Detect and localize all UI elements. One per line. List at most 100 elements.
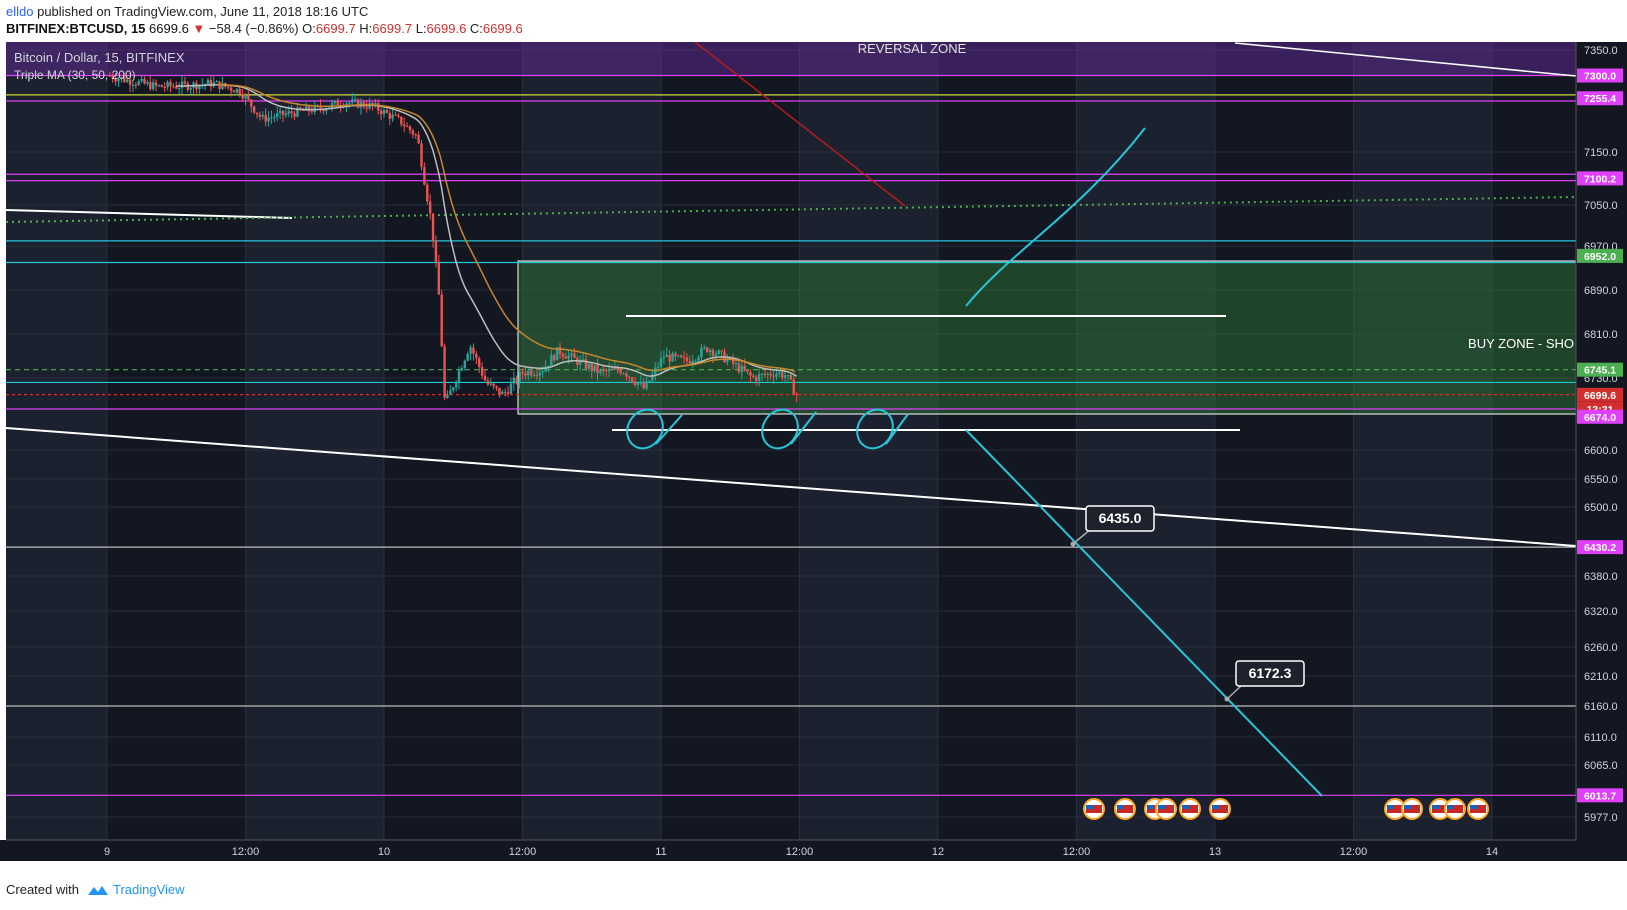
candle-body	[431, 213, 435, 242]
candle-body	[460, 368, 464, 371]
time-axis[interactable]	[0, 840, 1627, 861]
candle-body	[480, 367, 484, 376]
us-flag-icon[interactable]	[1114, 798, 1136, 820]
candle-body	[166, 82, 169, 88]
us-flag-icon[interactable]	[1083, 798, 1105, 820]
candle-body	[426, 184, 429, 202]
publish-info: elldo published on TradingView.com, June…	[6, 4, 368, 19]
candle-body	[720, 350, 723, 352]
candle-body	[394, 114, 397, 116]
symbol: BITFINEX:BTCUSD, 15	[6, 21, 146, 36]
candle-body	[446, 394, 449, 398]
candle-body	[374, 103, 377, 106]
price-chart[interactable]: REVERSAL ZONE BUY ZONE - SHO 6435.0 6172…	[0, 42, 1627, 880]
price-tick-label: 6810.0	[1584, 329, 1618, 341]
candle-body	[408, 126, 412, 131]
candle-body	[679, 355, 683, 358]
candle-body	[454, 382, 458, 388]
us-flag-icon[interactable]	[1209, 798, 1231, 820]
open-value: 6699.7	[315, 21, 356, 36]
candle-body	[175, 86, 178, 89]
candle-body	[602, 369, 605, 371]
us-flag-icon[interactable]	[1384, 798, 1406, 820]
candle-body	[478, 358, 481, 368]
candle-body	[705, 347, 709, 353]
candle-body	[250, 99, 253, 107]
candle-body	[697, 357, 700, 361]
close-label: C:	[469, 21, 483, 36]
callout-6172: 6172.3	[1224, 660, 1305, 702]
price-tag-label: 7100.2	[1584, 173, 1616, 185]
candle-body	[463, 360, 466, 369]
candle-body	[365, 106, 368, 109]
candle-body	[120, 77, 123, 79]
candle-body	[198, 84, 201, 90]
time-tick-label: 12:00	[1063, 846, 1091, 858]
candle-body	[241, 94, 244, 99]
tradingview-link[interactable]: TradingView	[87, 882, 185, 897]
us-flag-icon[interactable]	[1155, 798, 1177, 820]
candle-body	[795, 394, 798, 396]
price-tick-label: 6210.0	[1584, 671, 1618, 683]
candle-body	[232, 90, 236, 93]
price-tag-label: 6699.6	[1584, 390, 1616, 402]
candle-body	[555, 347, 559, 361]
candle-body	[319, 105, 322, 109]
candle-body	[642, 382, 645, 389]
candle-body	[492, 383, 495, 387]
author-link[interactable]: elldo	[6, 4, 34, 19]
us-flag-icon[interactable]	[1444, 798, 1466, 820]
candle-body	[579, 360, 582, 365]
candle-body	[628, 376, 631, 378]
candle-body	[281, 110, 285, 116]
time-tick-labels: 9 12:00 10 12:00 11 12:00 12 12:00 13 12:00 14	[104, 846, 1498, 858]
candle-body	[437, 261, 441, 295]
candle-body	[400, 116, 403, 125]
indicator-legend[interactable]: Triple MA (30, 50, 200)	[14, 68, 136, 82]
candle-body	[763, 373, 767, 375]
candle-body	[247, 95, 250, 100]
us-flag-icon[interactable]	[1401, 798, 1423, 820]
candle-body	[472, 347, 475, 354]
candle-body	[457, 370, 461, 383]
candle-body	[151, 82, 155, 90]
green-dotted-trendline	[5, 196, 1577, 223]
candles	[108, 71, 798, 403]
price-tag-label: 6745.1	[1584, 365, 1616, 377]
candle-body	[264, 114, 267, 122]
candle-body	[587, 364, 591, 369]
candle-body	[209, 79, 213, 87]
candle-body	[553, 355, 556, 361]
candle-body	[755, 377, 758, 381]
tradingview-brand: TradingView	[112, 882, 185, 897]
candle-body	[512, 377, 516, 384]
session-shade	[6, 42, 107, 840]
candle-body	[584, 359, 588, 369]
time-tick-label: 12:00	[786, 846, 814, 858]
price-tag-label: 7255.4	[1584, 93, 1616, 105]
price-tick-label: 6260.0	[1584, 642, 1618, 654]
time-tick-label: 9	[104, 846, 110, 858]
candle-body	[760, 373, 764, 375]
us-flag-icon[interactable]	[1179, 798, 1201, 820]
candle-body	[310, 111, 314, 113]
candle-body	[180, 81, 184, 89]
economic-event-flags[interactable]	[1083, 798, 1489, 820]
price-tag	[1577, 387, 1623, 402]
candle-body	[656, 367, 660, 369]
candle-body	[206, 79, 210, 85]
price-axis[interactable]	[1576, 42, 1627, 840]
candle-body	[377, 103, 380, 111]
candle-body	[651, 374, 654, 381]
candle-body	[783, 375, 787, 378]
chart-legend-title: Bitcoin / Dollar, 15, BITFINEX	[14, 50, 185, 65]
candle-body	[382, 109, 386, 115]
candle-body	[544, 366, 547, 372]
candle-body	[160, 85, 164, 87]
us-flag-icon[interactable]	[1467, 798, 1489, 820]
callout-6435: 6435.0	[1070, 505, 1155, 547]
candle-body	[726, 358, 729, 363]
candle-body	[567, 355, 570, 359]
candle-body	[682, 357, 686, 359]
red-trendline	[694, 42, 906, 207]
